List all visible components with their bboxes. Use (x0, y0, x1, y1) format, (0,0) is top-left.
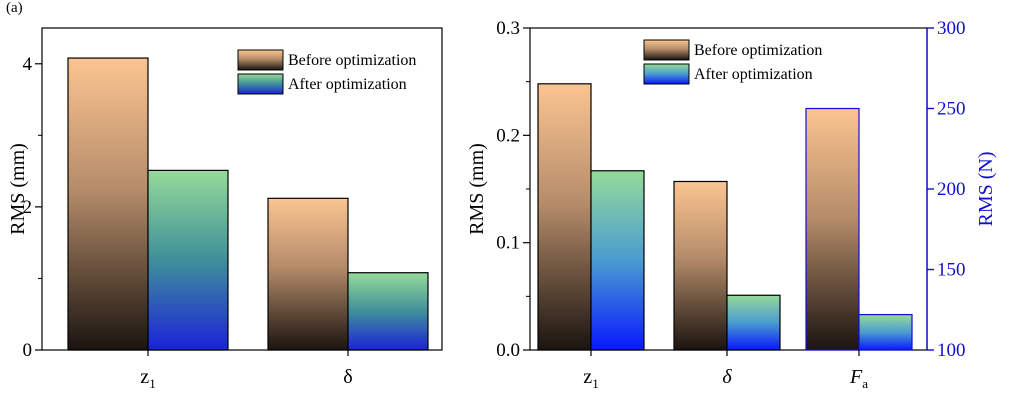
x-tick-label-b-0: z1 (583, 366, 598, 391)
y-tick-label-b: 0.2 (496, 125, 520, 146)
bar-b-after-2 (858, 313, 913, 351)
bar-b-before-0 (537, 83, 592, 351)
legend-label-a-0: Before optimization (288, 52, 416, 69)
bar-b-after-1 (726, 294, 781, 351)
panel-label-a: (a) (6, 0, 23, 16)
y-tick-label-a: 2 (23, 197, 33, 218)
bar-a-after-1 (347, 272, 429, 351)
y2-tick-label-b: 250 (937, 99, 966, 120)
bar-a-before-0 (67, 57, 149, 351)
y-axis-label-a: RMS (mm) (7, 143, 29, 235)
y2-tick-label-b: 300 (937, 18, 966, 39)
bar-a-after-0 (147, 169, 229, 351)
y-tick-label-a: 4 (23, 54, 33, 75)
legend-swatch-b-0 (643, 39, 690, 61)
plot-frame-a (41, 27, 443, 351)
y2-tick-label-b: 100 (937, 340, 966, 361)
legend-label-a-1: After optimization (288, 76, 407, 93)
y2-tick-label-b: 150 (937, 260, 966, 281)
y-tick-label-b: 0.1 (496, 233, 520, 254)
bar-b-before-2 (805, 107, 860, 351)
bar-b-after-0 (590, 170, 645, 351)
legend-swatch-a-0 (237, 49, 284, 71)
x-tick-label-b-1: δ (722, 366, 732, 388)
chart-panel-a: (a) 0 2 4 z1 δ RMS (mm) Before optimization A… (6, 0, 443, 391)
x-tick-label-a-1: δ (343, 366, 352, 388)
y-axis-label-b: RMS (mm) (466, 143, 488, 235)
y-tick-label-a: 0 (23, 340, 33, 361)
legend-swatch-a-1 (237, 73, 284, 95)
y-tick-label-b: 0.0 (496, 340, 520, 361)
legend-swatch-b-1 (643, 63, 690, 85)
y2-axis-label-b: RMS (N) (975, 151, 997, 226)
x-tick-label-b-2: Fa (849, 366, 868, 391)
bar-b-before-1 (673, 180, 728, 351)
chart-panel-b: 0.0 0.1 0.2 0.3 z1 δ Fa 100 150 200 250 300 RMS (m… (466, 18, 997, 391)
x-tick-label-a-0: z1 (140, 366, 155, 391)
legend-label-b-0: Before optimization (694, 42, 822, 59)
y2-tick-label-b: 200 (937, 179, 966, 200)
legend-label-b-1: After optimization (694, 66, 813, 83)
bar-a-before-1 (267, 197, 349, 351)
y-tick-label-b: 0.3 (496, 18, 520, 39)
